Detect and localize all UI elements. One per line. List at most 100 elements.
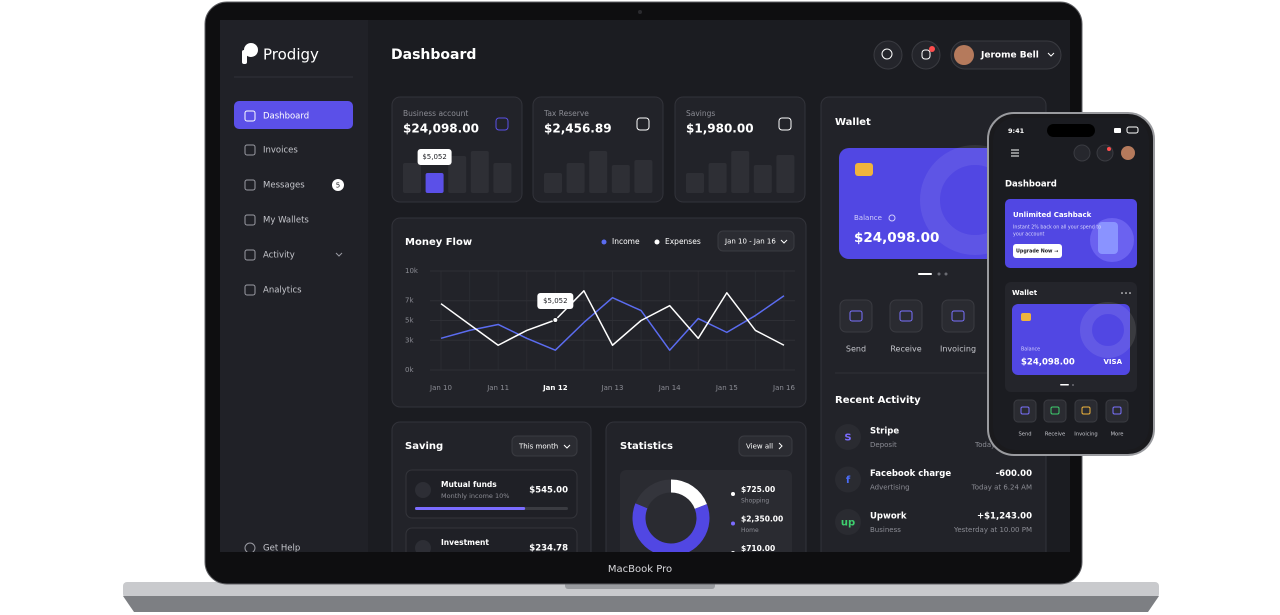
card-chip	[1021, 313, 1031, 321]
period-label: This month	[518, 443, 558, 451]
activity-amount: +$1,243.00	[977, 512, 1032, 522]
action-button[interactable]	[1105, 399, 1129, 423]
y-tick-label: 7k	[405, 297, 414, 305]
action-button[interactable]	[1074, 399, 1098, 423]
pager-dot	[937, 272, 941, 276]
bell-icon	[921, 49, 931, 60]
stat-amount: $2,456.89	[544, 122, 612, 136]
chevron	[780, 239, 788, 244]
nav-item[interactable]: Invoices	[263, 146, 298, 156]
legend-dot	[731, 492, 735, 496]
data-point	[552, 316, 559, 323]
promo-button-label: Upgrade Now →	[1016, 249, 1058, 255]
activity-logo: up	[841, 518, 855, 529]
bank-card	[839, 148, 1014, 259]
balance-label: Balance	[854, 214, 882, 222]
date-picker[interactable]	[717, 230, 795, 252]
laptop-screen: Prodigy Dashboard Invoices Messages 5 My Wall…	[220, 20, 1062, 554]
help-link[interactable]: Get Help	[263, 544, 300, 554]
button-label: View all	[746, 443, 773, 451]
action-label: Receive	[1045, 432, 1065, 438]
series-line	[440, 295, 785, 351]
mini-bar	[425, 173, 444, 193]
logo-text: Prodigy	[263, 46, 319, 64]
action-button[interactable]	[941, 299, 975, 333]
chevron	[335, 252, 343, 257]
activity-type: Deposit	[870, 441, 897, 449]
action-button[interactable]	[1043, 399, 1067, 423]
donut-segment	[635, 479, 672, 509]
saving-note: Monthly income 10%	[441, 492, 509, 500]
saving-item	[405, 469, 578, 519]
card-title: Saving	[405, 441, 443, 452]
activity-icon	[835, 424, 861, 450]
x-tick-label: Jan 14	[658, 384, 681, 392]
user-menu[interactable]	[950, 40, 1062, 70]
nav-item[interactable]: Dashboard	[263, 112, 309, 122]
nav-item[interactable]: Analytics	[263, 286, 302, 296]
legend-label: Shopping	[741, 498, 769, 505]
x-tick-label: Jan 10	[429, 384, 452, 392]
notification-dot	[929, 46, 935, 52]
pager-dot	[1072, 384, 1074, 386]
nav-icon	[244, 249, 256, 261]
activity-name: Facebook charge	[870, 469, 951, 479]
period-select[interactable]	[511, 435, 578, 457]
y-tick-label: 10k	[405, 267, 419, 275]
stat-icon	[495, 117, 509, 131]
promo-text: Instant 2% back on all your spend to	[1013, 225, 1101, 231]
page-title: Dashboard	[1005, 180, 1057, 190]
section-title: Recent Activity	[835, 395, 921, 406]
nav-item[interactable]: Messages	[263, 181, 305, 191]
tooltip	[537, 292, 574, 309]
balance: $24,098.00	[1021, 358, 1075, 368]
card-decoration	[1080, 302, 1136, 358]
saving-icon	[415, 482, 431, 498]
status-battery	[1126, 126, 1139, 134]
mini-bar	[634, 160, 653, 193]
more-dot	[1125, 292, 1127, 294]
action-label: Send	[846, 345, 866, 354]
search-icon	[881, 48, 893, 60]
mini-bar	[493, 163, 512, 193]
activity-icon	[835, 509, 861, 535]
saving-name: Investment	[441, 538, 489, 547]
action-icon	[1112, 406, 1122, 415]
logo-icon-stem	[242, 50, 247, 64]
action-icon	[951, 310, 965, 322]
laptop-base	[123, 582, 1159, 598]
notification-button[interactable]	[911, 40, 941, 70]
action-button[interactable]	[839, 299, 873, 333]
action-label: Receive	[890, 345, 921, 354]
nav-item[interactable]: Activity	[263, 251, 295, 261]
activity-logo: f	[846, 475, 851, 486]
saving-amount: $234.78	[529, 544, 568, 554]
dynamic-island	[1047, 124, 1095, 137]
activity-name: Upwork	[870, 512, 907, 522]
tooltip-text: $5,052	[543, 297, 568, 305]
page-title: Dashboard	[391, 47, 476, 63]
card-chip	[855, 163, 873, 176]
x-tick-label: Jan 15	[715, 384, 738, 392]
help-icon	[244, 542, 256, 552]
nav-icon	[244, 179, 256, 191]
action-button[interactable]	[889, 299, 923, 333]
search-button[interactable]	[873, 40, 903, 70]
saving-amount: $545.00	[529, 486, 568, 496]
pager-active	[918, 273, 932, 275]
view-all-button[interactable]	[738, 435, 793, 457]
nav-item[interactable]: My Wallets	[263, 216, 309, 226]
progress-bar	[415, 507, 526, 510]
action-icon	[899, 310, 913, 322]
status-time: 9:41	[1008, 127, 1025, 135]
avatar	[954, 45, 974, 65]
y-tick-label: 5k	[405, 317, 414, 325]
mini-bar	[448, 156, 467, 193]
nav-icon	[244, 144, 256, 156]
promo-button[interactable]	[1013, 244, 1062, 258]
balance: $24,098.00	[854, 230, 939, 246]
action-button[interactable]	[1013, 399, 1037, 423]
stat-icon	[636, 117, 650, 131]
action-label: More	[1111, 432, 1124, 438]
